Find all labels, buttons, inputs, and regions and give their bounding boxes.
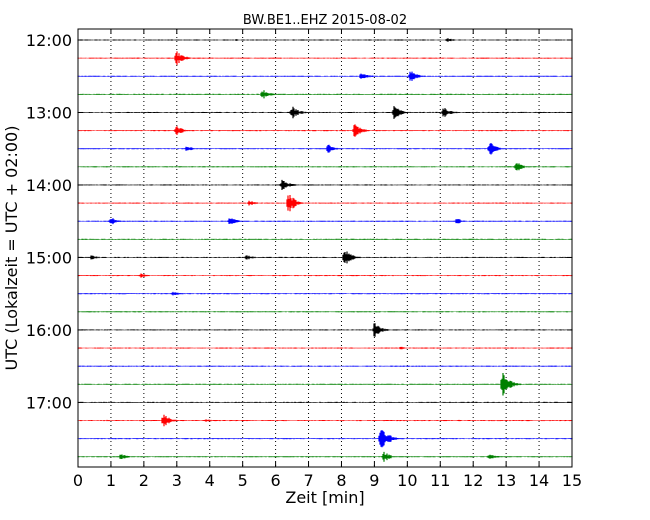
x-tick-label: 4 bbox=[205, 471, 215, 490]
trace-1345 bbox=[77, 163, 573, 171]
x-tick-label: 12 bbox=[463, 471, 483, 490]
trace-1415 bbox=[77, 195, 573, 212]
axis-ticks: 0 1 2 3 4 5 6 7 8 9 10 11 12 13 14 1512:0013:0014:0015:… bbox=[26, 29, 582, 490]
x-tick-label: 3 bbox=[172, 471, 182, 490]
x-tick-label: 7 bbox=[303, 471, 313, 490]
trace-1515 bbox=[77, 273, 573, 278]
trace-1200 bbox=[77, 38, 573, 42]
y-tick-label: 12:00 bbox=[26, 31, 72, 50]
x-tick-label: 6 bbox=[271, 471, 281, 490]
trace-1230 bbox=[77, 71, 573, 81]
trace-1600 bbox=[77, 323, 573, 337]
trace-1445 bbox=[77, 238, 573, 240]
trace-1500 bbox=[77, 251, 573, 264]
trace-1315 bbox=[77, 124, 573, 137]
x-tick-label: 11 bbox=[430, 471, 450, 490]
x-tick-label: 13 bbox=[496, 471, 516, 490]
trace-1645 bbox=[77, 373, 573, 396]
trace-1615 bbox=[77, 346, 573, 350]
y-tick-label: 16:00 bbox=[26, 321, 72, 340]
trace-1215 bbox=[77, 51, 573, 65]
trace-1545 bbox=[77, 311, 573, 313]
trace-1300 bbox=[77, 106, 573, 119]
x-tick-label: 0 bbox=[73, 471, 83, 490]
x-tick-label: 5 bbox=[238, 471, 248, 490]
y-tick-label: 14:00 bbox=[26, 176, 72, 195]
trace-1245 bbox=[77, 90, 573, 99]
plot-frame bbox=[77, 28, 573, 468]
x-tick-label: 9 bbox=[369, 471, 379, 490]
trace-1430 bbox=[77, 218, 573, 225]
x-tick-label: 8 bbox=[336, 471, 346, 490]
trace-1715 bbox=[77, 414, 573, 427]
y-tick-label: 17:00 bbox=[26, 393, 72, 412]
x-tick-label: 2 bbox=[139, 471, 149, 490]
trace-1745 bbox=[77, 451, 573, 462]
trace-1400 bbox=[77, 179, 573, 190]
x-tick-label: 10 bbox=[397, 471, 417, 490]
traces-group bbox=[77, 38, 573, 462]
trace-1730 bbox=[77, 430, 573, 448]
trace-1530 bbox=[77, 291, 573, 296]
y-axis-label: UTC (Lokalzeit = UTC + 02:00) bbox=[2, 126, 21, 371]
chart-title: BW.BE1..EHZ 2015-08-02 bbox=[243, 13, 407, 28]
x-axis-label: Zeit [min] bbox=[285, 488, 364, 507]
x-tick-label: 1 bbox=[106, 471, 116, 490]
y-tick-label: 13:00 bbox=[26, 103, 72, 122]
trace-1630 bbox=[77, 365, 573, 367]
x-tick-label: 14 bbox=[529, 471, 549, 490]
trace-1330 bbox=[77, 143, 573, 155]
trace-1700 bbox=[77, 401, 573, 403]
y-tick-label: 15:00 bbox=[26, 248, 72, 267]
x-tick-label: 15 bbox=[562, 471, 582, 490]
